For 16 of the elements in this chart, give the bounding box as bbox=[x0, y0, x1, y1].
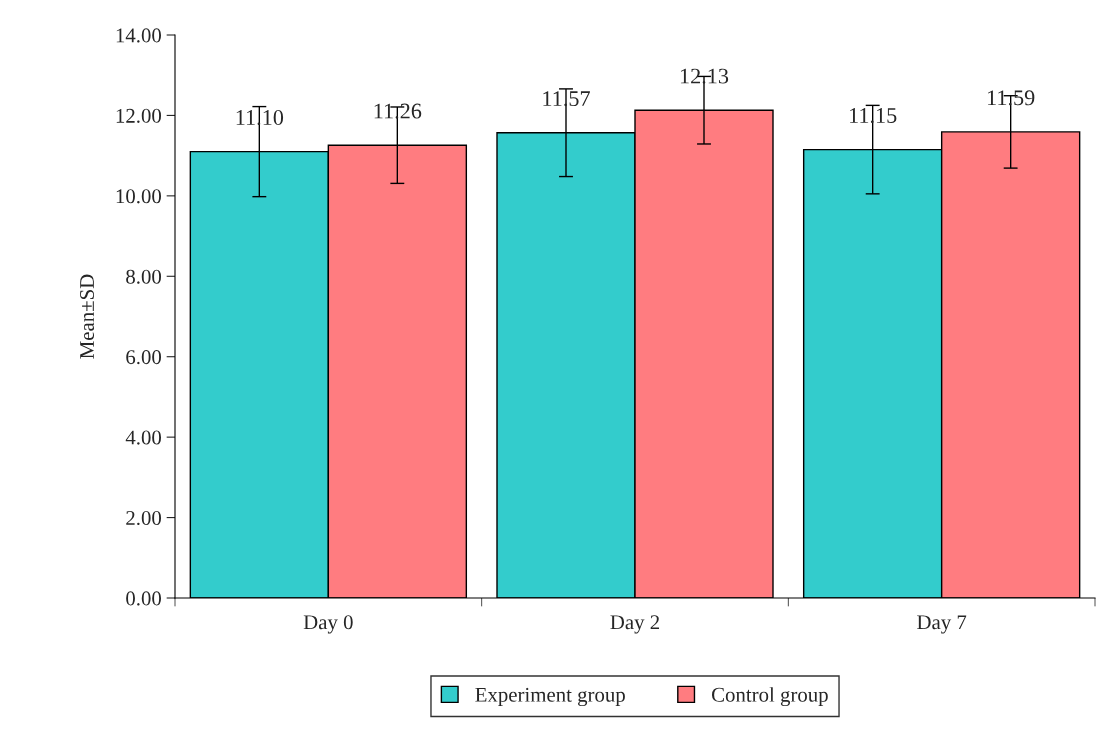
y-tick-label: 2.00 bbox=[126, 510, 162, 526]
x-tick-label: Day 7 bbox=[917, 615, 967, 634]
data-label: 11.59 bbox=[988, 90, 1035, 106]
y-axis-title: Mean±SD bbox=[80, 274, 95, 359]
legend-label: Experiment group bbox=[475, 687, 625, 707]
legend-label: Control group bbox=[712, 687, 828, 707]
x-tick-label: Day 0 bbox=[303, 615, 353, 634]
y-tick-label: 8.00 bbox=[126, 269, 162, 284]
y-tick-label: 14.00 bbox=[116, 28, 162, 43]
y-tick-label: 4.00 bbox=[125, 430, 162, 445]
y-tick-label: 12.00 bbox=[116, 108, 162, 123]
y-tick-label: 0.00 bbox=[126, 591, 162, 606]
y-tick-label: 10.00 bbox=[116, 189, 162, 204]
x-tick-label: Day 2 bbox=[610, 615, 660, 634]
data-label: 12.13 bbox=[680, 68, 729, 84]
y-tick-label: 6.00 bbox=[126, 350, 162, 365]
